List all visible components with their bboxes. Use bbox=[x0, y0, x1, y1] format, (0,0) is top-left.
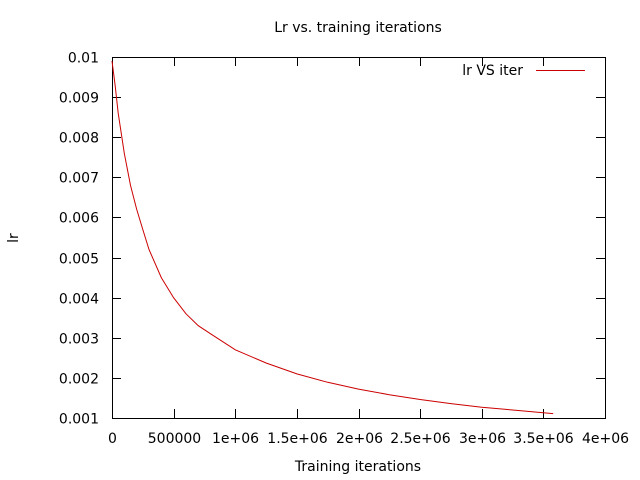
plot-frame bbox=[112, 57, 606, 419]
y-tick-label: 0.001 bbox=[59, 412, 99, 428]
y-tick-label: 0.009 bbox=[59, 91, 99, 107]
x-tick-label: 500000 bbox=[148, 431, 201, 447]
x-tick-label: 2e+06 bbox=[336, 431, 383, 447]
y-tick-label: 0.005 bbox=[59, 252, 99, 268]
y-tick-label: 0.008 bbox=[59, 131, 99, 147]
y-tick-label: 0.006 bbox=[59, 211, 99, 227]
x-tick-label: 3.5e+06 bbox=[513, 431, 574, 447]
y-tick-label: 0.007 bbox=[59, 171, 99, 187]
y-tick-label: 0.004 bbox=[59, 292, 99, 308]
x-tick-label: 1.5e+06 bbox=[267, 431, 328, 447]
series-line bbox=[111, 60, 554, 415]
x-tick-label: 0 bbox=[108, 431, 117, 447]
y-axis-label: lr bbox=[6, 233, 22, 243]
axis-ticks bbox=[112, 57, 606, 419]
legend: lr VS iter bbox=[462, 63, 585, 79]
y-tick-label: 0.01 bbox=[68, 51, 99, 67]
x-tick-label: 3e+06 bbox=[459, 431, 506, 447]
axis-tick-labels: 0.001 0.002 0.003 0.004 0.005 0.006 0.007 0.008… bbox=[59, 51, 629, 448]
y-tick-label: 0.002 bbox=[59, 372, 99, 388]
y-tick-label: 0.003 bbox=[59, 332, 99, 348]
x-tick-label: 1e+06 bbox=[212, 431, 259, 447]
series-layer bbox=[111, 60, 554, 415]
legend-label: lr VS iter bbox=[462, 63, 523, 79]
x-axis-label: Training iterations bbox=[294, 459, 421, 475]
x-tick-label: 4e+06 bbox=[582, 431, 629, 447]
chart-title: Lr vs. training iterations bbox=[274, 20, 442, 36]
x-tick-label: 2.5e+06 bbox=[390, 431, 451, 447]
